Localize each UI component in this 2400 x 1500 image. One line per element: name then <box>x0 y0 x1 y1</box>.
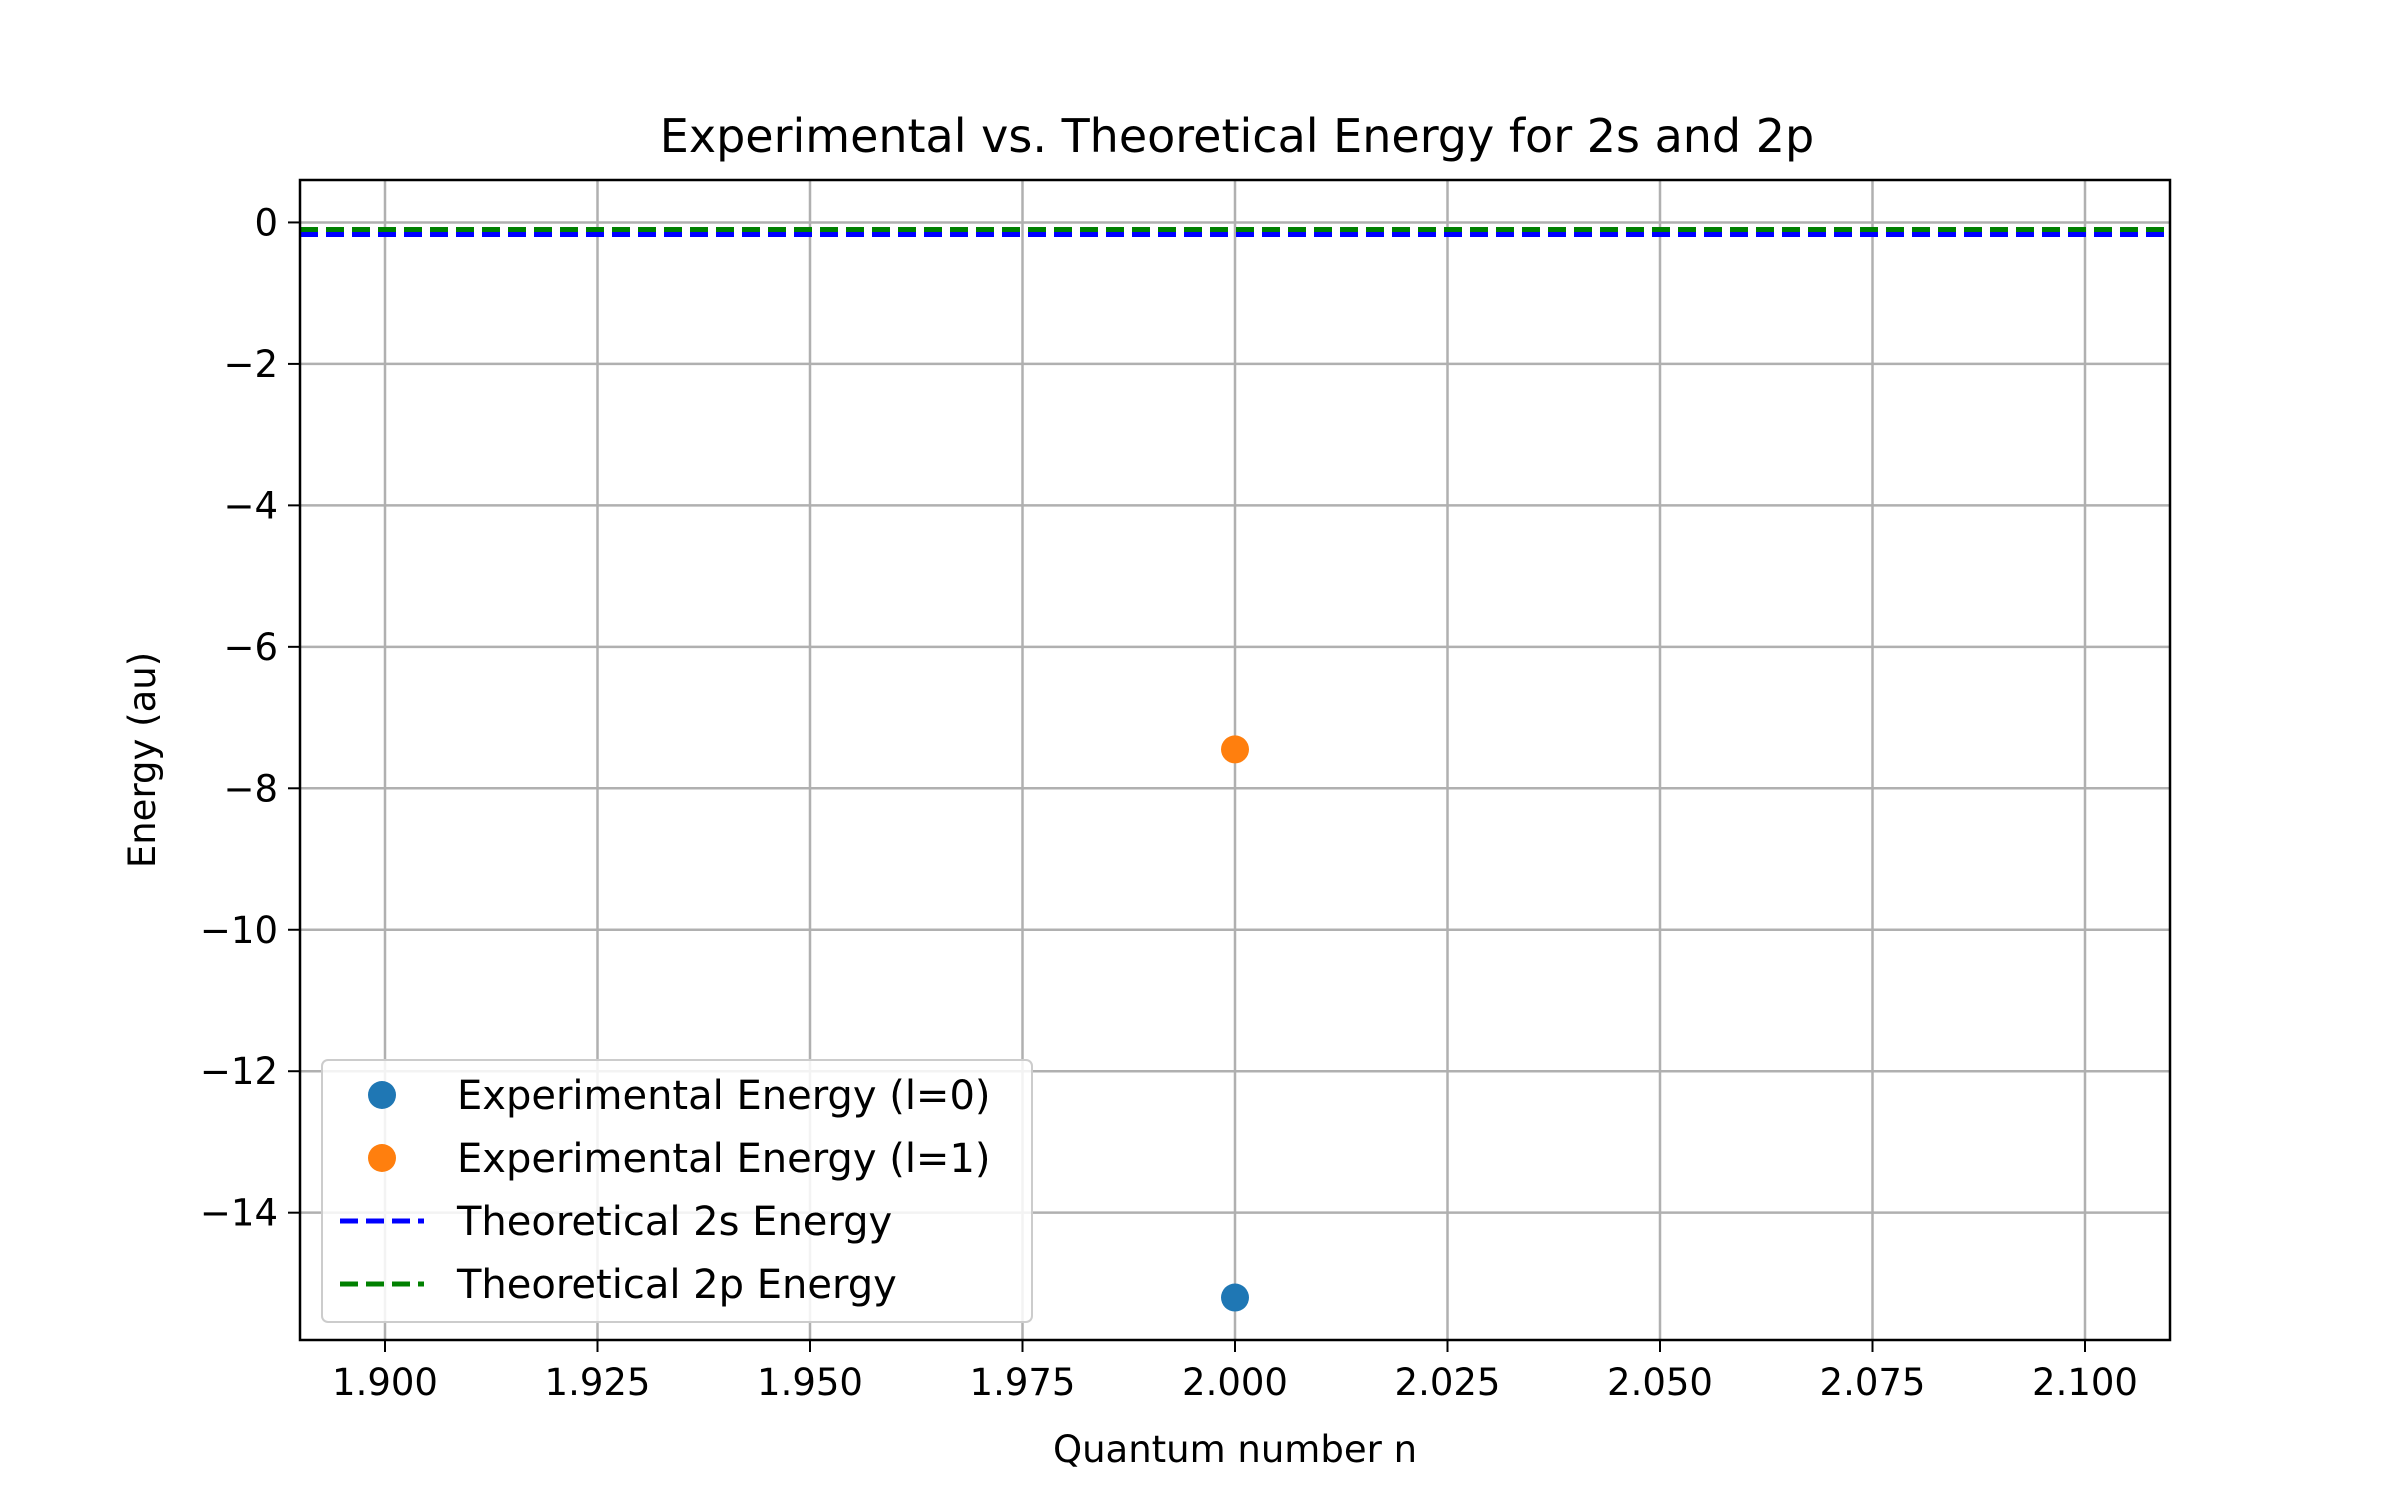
x-tick-label: 1.975 <box>970 1361 1076 1404</box>
x-tick-label: 1.925 <box>545 1361 651 1404</box>
x-tick-label: 1.950 <box>757 1361 863 1404</box>
experimental-energy-point <box>1221 735 1249 764</box>
grid <box>300 180 2170 1340</box>
legend-label: Theoretical 2p Energy <box>456 1262 897 1308</box>
legend: Experimental Energy (l=0) Experimental En… <box>321 1059 1033 1323</box>
y-axis-label: Energy (au) <box>121 652 164 868</box>
y-tick-label: −8 <box>223 767 278 810</box>
x-tick-label: 2.100 <box>2032 1361 2138 1404</box>
legend-label: Theoretical 2s Energy <box>456 1199 892 1245</box>
x-tick-label: 2.000 <box>1182 1361 1288 1404</box>
chart-title: Experimental vs. Theoretical Energy for … <box>660 109 1814 163</box>
y-tick-label: −6 <box>223 626 278 669</box>
x-tick-label: 2.075 <box>1820 1361 1926 1404</box>
x-axis: 1.900 1.925 1.950 1.975 2.000 2.025 2.050 2.075… <box>332 1340 2138 1404</box>
x-tick-label: 1.900 <box>332 1361 438 1404</box>
y-tick-label: −2 <box>223 343 278 386</box>
x-tick-label: 2.050 <box>1607 1361 1713 1404</box>
y-tick-label: −4 <box>223 484 278 527</box>
legend-marker-swatch <box>368 1144 396 1172</box>
y-tick-label: −14 <box>200 1192 278 1235</box>
legend-box <box>321 1059 1033 1323</box>
x-tick-label: 2.025 <box>1395 1361 1501 1404</box>
y-tick-label: −12 <box>200 1050 278 1093</box>
legend-label: Experimental Energy (l=1) <box>457 1136 991 1182</box>
legend-label: Experimental Energy (l=0) <box>457 1073 991 1119</box>
y-tick-label: −10 <box>200 909 278 952</box>
y-axis: 0 −2 −4 −6 −8 −10 −12 −14 <box>200 201 300 1235</box>
legend-marker-swatch <box>368 1081 396 1109</box>
experimental-energy-point <box>1221 1283 1249 1312</box>
x-axis-label: Quantum number n <box>1053 1428 1417 1471</box>
y-tick-label: 0 <box>254 201 278 244</box>
points <box>1221 735 1249 1312</box>
